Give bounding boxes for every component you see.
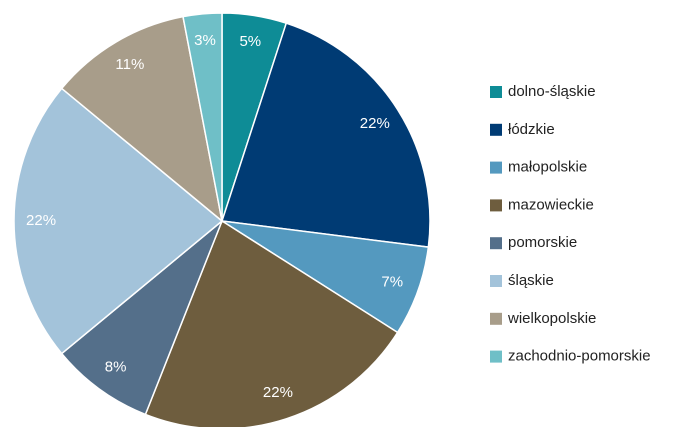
- legend-label: mazowieckie: [508, 196, 594, 213]
- legend-swatch: [490, 312, 502, 325]
- legend-label: wielkopolskie: [507, 310, 596, 327]
- legend-label: łódzkie: [508, 121, 555, 138]
- pie-slice: [13, 87, 224, 355]
- legend-label: śląskie: [508, 272, 554, 289]
- legend-label: zachodnio-pomorskie: [508, 348, 651, 365]
- pie-slice: [182, 12, 223, 222]
- legend-label: dolno-śląskie: [508, 83, 596, 100]
- pie-slice: [144, 219, 399, 427]
- data-label: 22%: [263, 384, 293, 401]
- legend-label: pomorskie: [508, 234, 577, 251]
- data-label: 22%: [360, 115, 390, 132]
- legend-swatch: [490, 86, 502, 98]
- pie-slice: [60, 220, 223, 416]
- data-label: 11%: [115, 56, 144, 73]
- legend-label: małopolskie: [508, 159, 587, 176]
- legend-swatch: [490, 275, 502, 287]
- pie-slice: [60, 15, 224, 223]
- data-label: 5%: [239, 33, 261, 50]
- data-label: 8%: [105, 358, 127, 375]
- legend-swatch: [490, 350, 502, 363]
- data-label: 3%: [194, 32, 216, 49]
- legend-swatch: [490, 237, 502, 250]
- legend-swatch: [490, 199, 502, 212]
- pie-slice: [221, 22, 431, 248]
- legend-swatch: [490, 161, 502, 174]
- data-label: 22%: [26, 212, 56, 229]
- legend-swatch: [490, 123, 502, 136]
- data-label: 7%: [381, 273, 403, 290]
